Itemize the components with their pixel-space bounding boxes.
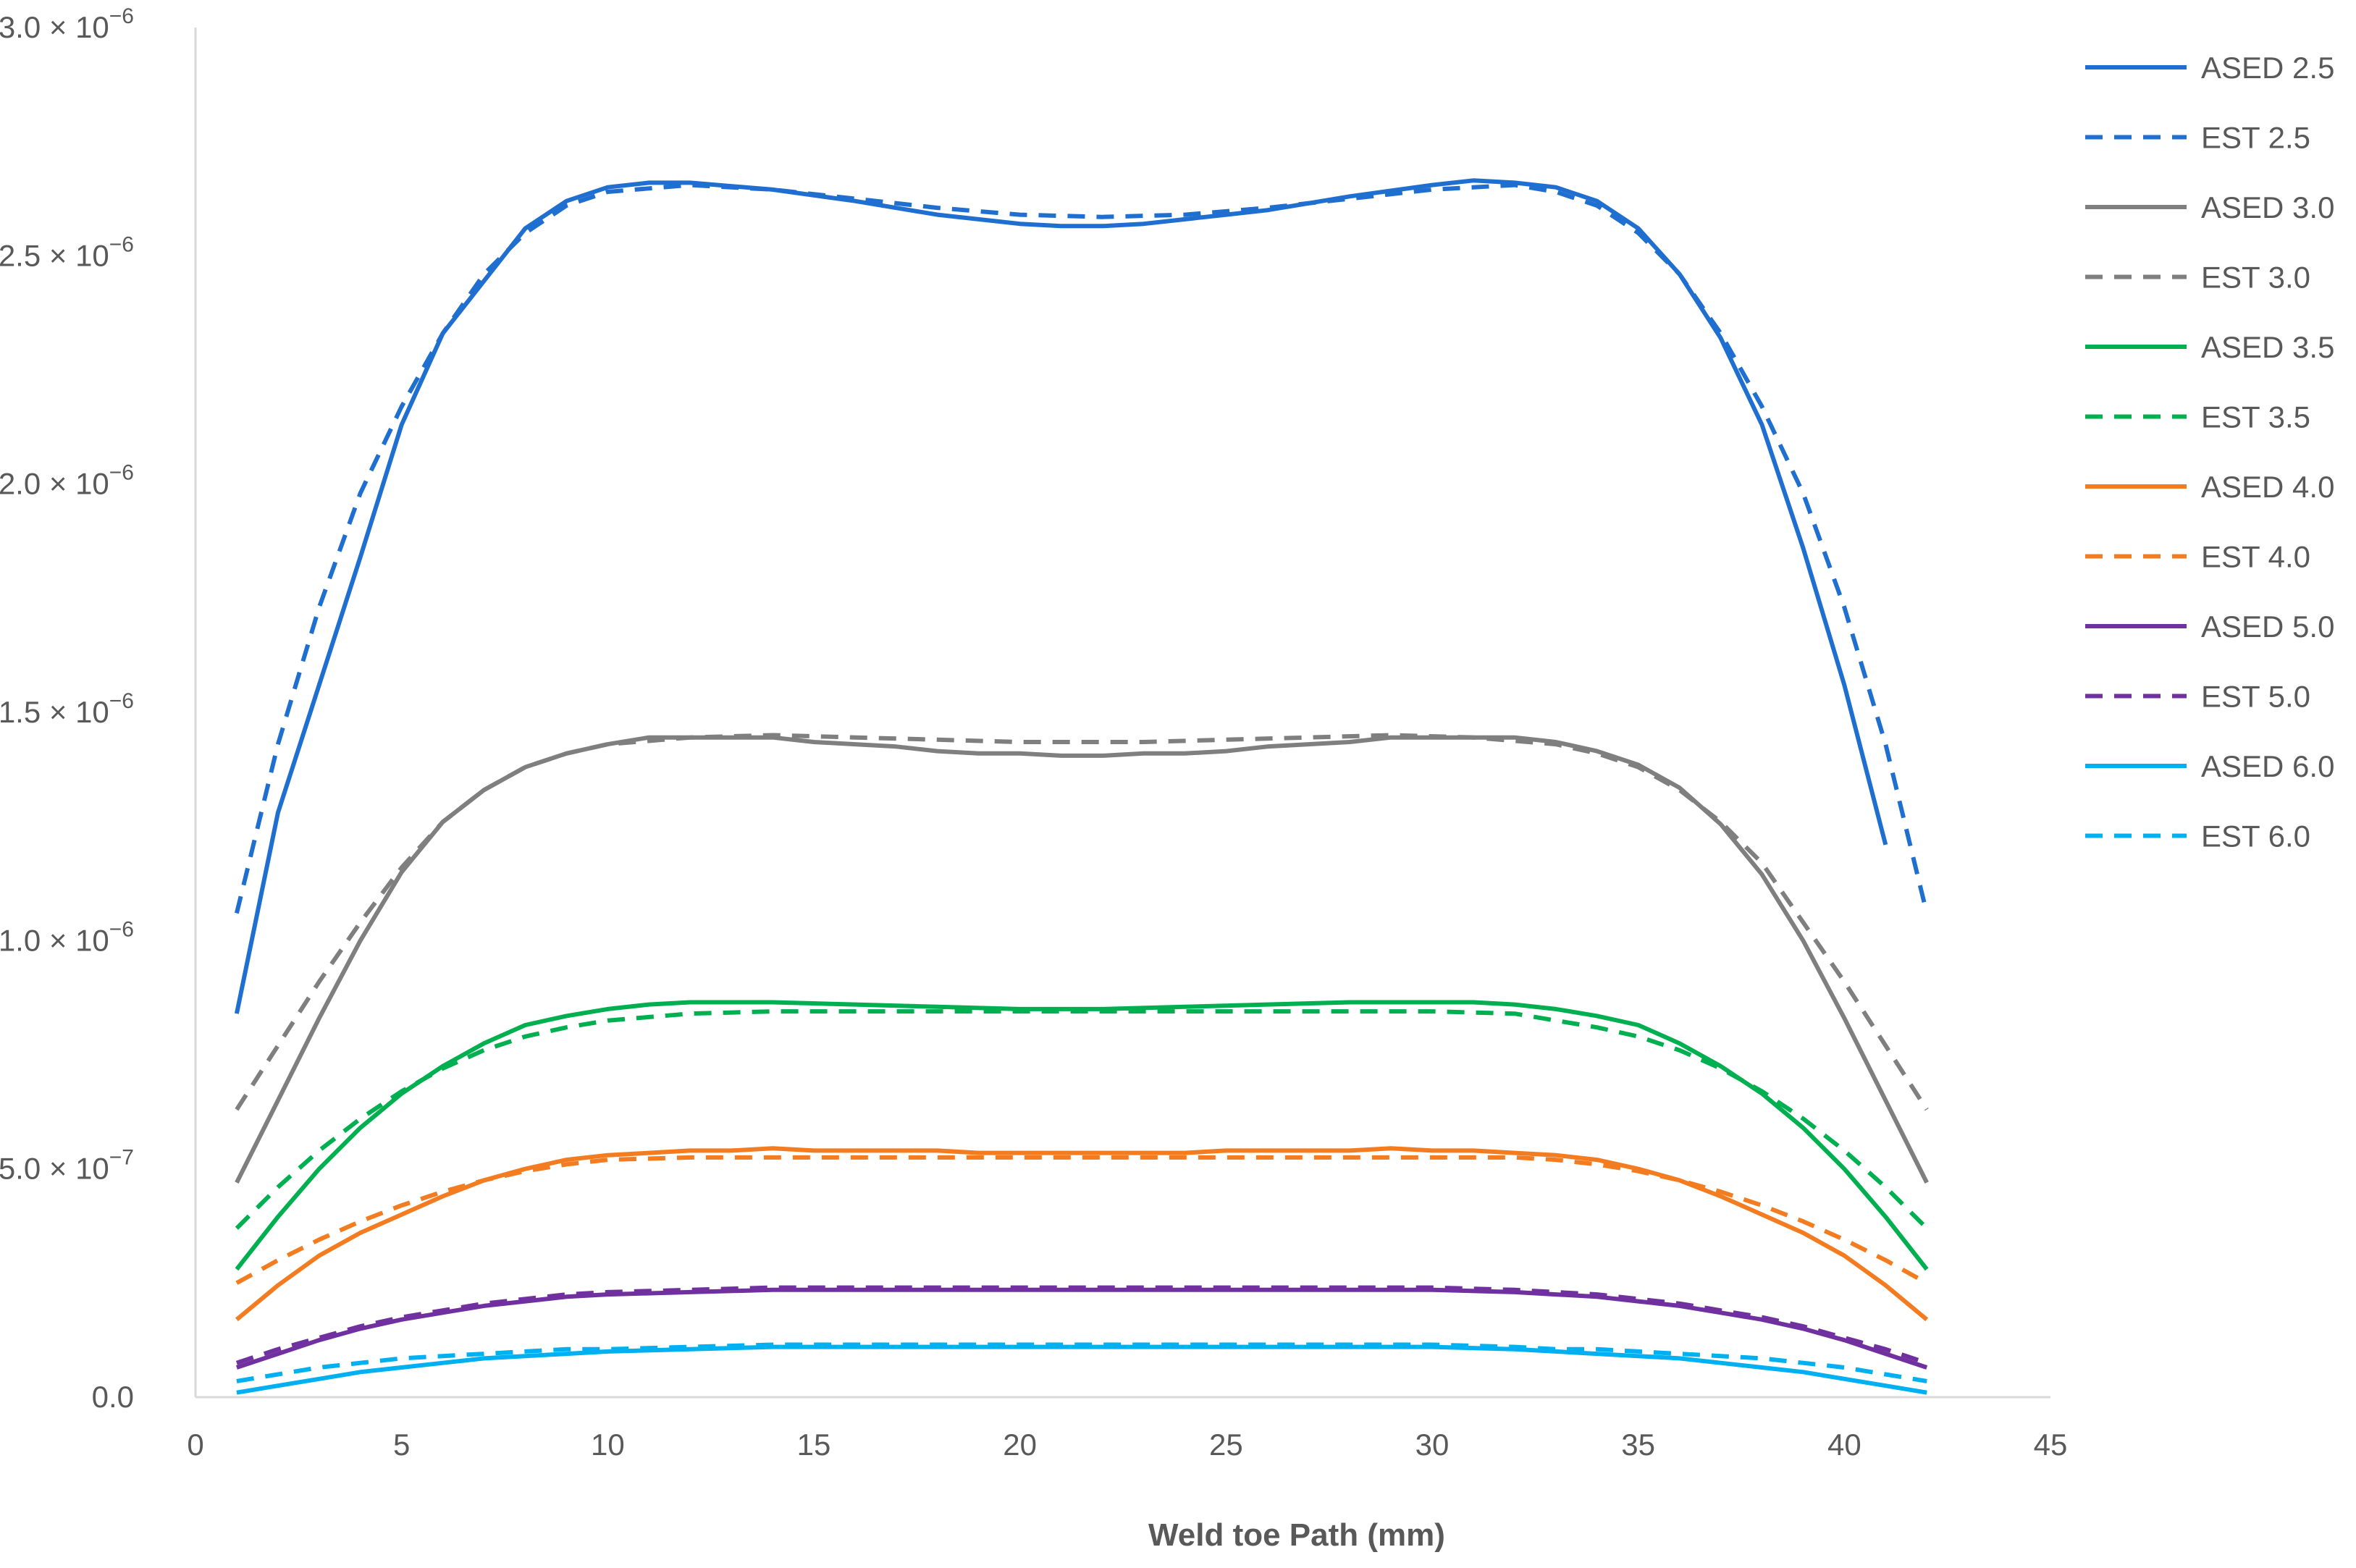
y-tick-exponent: −6 <box>109 689 134 713</box>
legend-label: EST 2.5 <box>2201 121 2310 155</box>
series-line-ased-2-5 <box>234 178 1888 1014</box>
legend: ASED 2.5 EST 2.5 ASED 3.0 EST 3.0 ASED 3.5 ES… <box>2085 51 2334 853</box>
y-tick-mantissa: 5.0 × 10 <box>0 1152 109 1186</box>
series-line-est-3-0 <box>235 733 1929 1111</box>
y-tick-mantissa: 1.0 × 10 <box>0 923 109 957</box>
legend-label: EST 5.0 <box>2201 680 2310 714</box>
y-tick-mantissa: 1.5 × 10 <box>0 695 109 729</box>
y-tick-label: 2.5 × 10−6 <box>0 232 134 272</box>
series-line-ased-3-5 <box>235 1000 1929 1271</box>
legend-label: EST 6.0 <box>2201 819 2310 853</box>
x-tick-label: 45 <box>2034 1428 2068 1462</box>
x-tick-label: 10 <box>591 1428 625 1462</box>
legend-item: EST 2.5 <box>2085 121 2310 155</box>
y-tick-exponent: −6 <box>109 4 134 28</box>
axes <box>194 28 2050 1399</box>
legend-item: ASED 3.0 <box>2085 190 2334 224</box>
x-tick-label: 20 <box>1003 1428 1037 1462</box>
series-line-ased-3-0 <box>235 735 1929 1184</box>
y-tick-label: 1.0 × 10−6 <box>0 917 134 957</box>
legend-label: ASED 6.0 <box>2201 749 2334 783</box>
y-tick-labels: 0.05.0 × 10−71.0 × 10−61.5 × 10−62.0 × 1… <box>0 4 134 1414</box>
x-tick-label: 40 <box>1827 1428 1861 1462</box>
y-tick-label: 5.0 × 10−7 <box>0 1146 134 1186</box>
legend-item: ASED 4.0 <box>2085 470 2334 504</box>
y-tick-exponent: −6 <box>109 917 134 941</box>
y-tick-mantissa: 2.5 × 10 <box>0 238 109 272</box>
legend-item: ASED 6.0 <box>2085 749 2334 783</box>
series-line-ased-4-0 <box>235 1146 1929 1322</box>
series-line-est-4-0 <box>235 1155 1928 1285</box>
x-tick-label: 5 <box>393 1428 410 1462</box>
legend-label: EST 3.5 <box>2201 400 2310 434</box>
legend-label: ASED 3.0 <box>2201 190 2334 224</box>
x-axis-title: Weld toe Path (mm) <box>1148 1517 1445 1553</box>
x-tick-label: 25 <box>1209 1428 1243 1462</box>
y-tick-exponent: −6 <box>109 232 134 256</box>
series-line-ased-5-0 <box>235 1287 1928 1370</box>
y-tick-exponent: −7 <box>109 1146 134 1170</box>
legend-item: EST 3.5 <box>2085 400 2310 434</box>
y-tick-label: 2.0 × 10−6 <box>0 461 134 501</box>
y-tick-label: 1.5 × 10−6 <box>0 689 134 729</box>
legend-item: EST 4.0 <box>2085 540 2310 574</box>
legend-item: ASED 5.0 <box>2085 610 2334 644</box>
legend-label: ASED 3.5 <box>2201 330 2334 364</box>
series-line-est-5-0 <box>235 1285 1928 1365</box>
series-line-est-6-0 <box>236 1342 1927 1383</box>
legend-item: EST 3.0 <box>2085 261 2310 295</box>
x-tick-label: 35 <box>1621 1428 1655 1462</box>
legend-label: ASED 2.5 <box>2201 51 2334 85</box>
x-tick-label: 30 <box>1415 1428 1450 1462</box>
x-tick-label: 15 <box>797 1428 831 1462</box>
y-tick-label: 3.0 × 10−6 <box>0 4 134 44</box>
legend-label: ASED 5.0 <box>2201 610 2334 644</box>
legend-item: EST 5.0 <box>2085 680 2310 714</box>
series-line-ased-6-0 <box>236 1344 1927 1395</box>
series-line-est-3-5 <box>235 1009 1929 1230</box>
legend-item: ASED 2.5 <box>2085 51 2334 85</box>
legend-label: EST 4.0 <box>2201 540 2310 574</box>
y-tick-mantissa: 0.0 <box>92 1380 134 1414</box>
x-tick-label: 0 <box>187 1428 203 1462</box>
series-lines <box>234 178 1930 1395</box>
legend-item: ASED 3.5 <box>2085 330 2334 364</box>
y-tick-label: 0.0 <box>92 1380 134 1414</box>
legend-label: EST 3.0 <box>2201 261 2310 295</box>
legend-label: ASED 4.0 <box>2201 470 2334 504</box>
y-tick-mantissa: 2.0 × 10 <box>0 467 109 501</box>
y-tick-mantissa: 3.0 × 10 <box>0 10 109 44</box>
legend-item: EST 6.0 <box>2085 819 2310 853</box>
series-line-est-2-5 <box>234 182 1930 914</box>
x-tick-labels: 0 5 10 15 20 25 30 35 40 45 <box>187 1428 2067 1462</box>
y-tick-exponent: −6 <box>109 461 134 485</box>
